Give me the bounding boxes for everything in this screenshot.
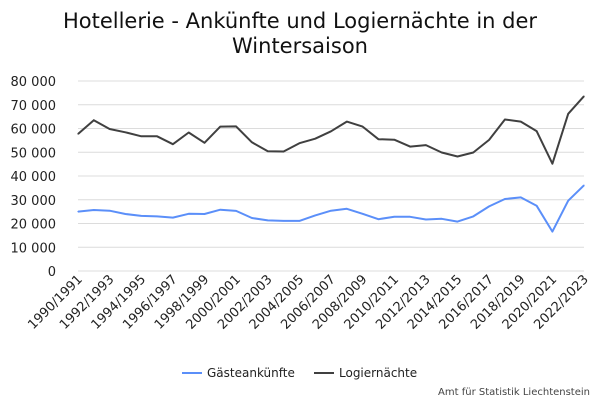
data-point: [282, 220, 285, 222]
y-tick-label: 0: [48, 265, 56, 280]
data-point: [583, 95, 585, 97]
y-tick-label: 70 000: [11, 99, 57, 114]
data-point: [551, 163, 553, 165]
data-point: [109, 210, 111, 212]
data-point: [567, 113, 569, 115]
data-point: [109, 128, 111, 130]
data-point: [535, 205, 538, 207]
series-line-1: [77, 95, 585, 165]
data-point: [377, 218, 380, 220]
legend: Gästeankünfte Logiernächte: [182, 366, 417, 380]
legend-label-gaesteankuenfte: Gästeankünfte: [207, 366, 295, 380]
data-point: [172, 143, 174, 145]
y-tick-label: 80 000: [11, 75, 57, 90]
legend-label-logiernaechte: Logiernächte: [339, 366, 417, 380]
data-point: [330, 130, 332, 132]
data-point: [235, 125, 237, 127]
data-point: [140, 135, 142, 137]
data-point: [346, 121, 348, 123]
data-point: [314, 138, 316, 140]
data-point: [504, 118, 506, 121]
y-tick-label: 50 000: [11, 146, 57, 161]
data-point: [504, 198, 506, 200]
data-point: [520, 121, 522, 123]
data-point: [314, 214, 316, 217]
chart-title-line-1: Hotellerie - Ankünfte und Logiernächte i…: [63, 9, 537, 33]
data-point: [93, 119, 95, 121]
data-point: [282, 150, 285, 153]
data-point: [425, 218, 427, 221]
source-note: Amt für Statistik Liechtenstein: [438, 387, 590, 398]
data-point: [362, 126, 364, 128]
data-point: [488, 205, 490, 207]
data-point: [456, 221, 459, 223]
data-point: [488, 139, 490, 141]
data-point: [346, 208, 348, 210]
y-tick-label: 40 000: [11, 170, 57, 185]
data-point: [77, 133, 79, 135]
data-point: [456, 155, 459, 158]
y-axis-ticks: 0 10 000 20 000 30 000 40 000 50 000 60 000 70 …: [11, 75, 57, 280]
data-point: [219, 209, 221, 211]
data-point: [583, 184, 585, 186]
data-point: [93, 209, 95, 211]
data-point: [472, 151, 474, 154]
series-lines: [77, 95, 585, 233]
data-point: [393, 139, 395, 141]
data-point: [156, 135, 158, 137]
data-point: [172, 216, 174, 219]
data-point: [251, 141, 253, 143]
grid-lines: [78, 80, 584, 272]
data-point: [124, 213, 127, 215]
data-point: [393, 216, 395, 218]
data-point: [520, 196, 522, 198]
data-point: [377, 138, 380, 140]
data-point: [188, 213, 190, 215]
chart-title-line-2: Wintersaison: [232, 34, 368, 58]
y-tick-label: 30 000: [11, 194, 57, 209]
series-line-0: [77, 184, 585, 233]
data-point: [441, 151, 443, 154]
data-point: [203, 142, 206, 144]
data-point: [156, 215, 158, 217]
data-point: [472, 215, 474, 217]
data-point: [330, 210, 332, 212]
data-point: [124, 131, 127, 133]
data-point: [535, 130, 538, 132]
data-point: [567, 200, 569, 202]
x-axis-ticks: 1990/19911992/19931994/19951996/19971998…: [25, 272, 592, 333]
data-point: [409, 145, 411, 148]
data-point: [188, 131, 190, 134]
data-point: [140, 215, 142, 217]
data-point: [298, 220, 300, 222]
data-point: [77, 211, 79, 213]
data-point: [235, 210, 237, 212]
y-tick-label: 10 000: [11, 241, 57, 256]
y-tick-label: 20 000: [11, 218, 57, 233]
data-point: [425, 144, 427, 146]
y-tick-label: 60 000: [11, 123, 57, 138]
data-point: [267, 219, 269, 222]
data-point: [251, 217, 253, 219]
data-point: [203, 213, 206, 215]
data-point: [362, 213, 364, 215]
data-point: [298, 142, 300, 144]
data-point: [409, 216, 411, 218]
data-point: [551, 230, 553, 233]
data-point: [267, 150, 269, 152]
data-point: [219, 126, 221, 128]
data-point: [441, 218, 443, 220]
